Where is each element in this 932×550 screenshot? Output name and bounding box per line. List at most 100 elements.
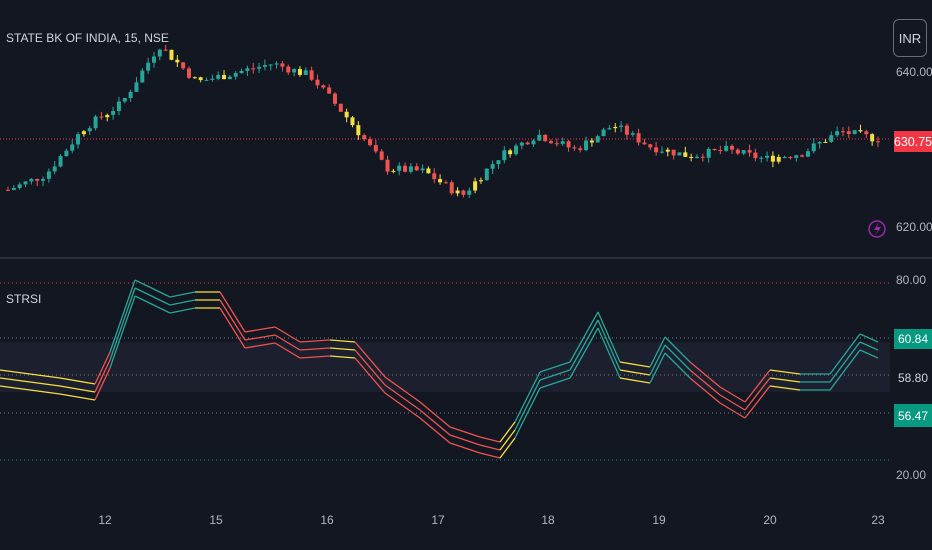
time-tick-16: 16 — [320, 513, 334, 527]
candle-body — [17, 184, 22, 189]
strsi-line-2 — [719, 394, 746, 411]
candle-body — [671, 149, 676, 156]
strsi-line-2 — [649, 344, 666, 376]
candle-body — [426, 168, 431, 174]
strsi-line-1 — [829, 333, 861, 375]
candle-body — [712, 148, 717, 151]
candle-body — [770, 155, 775, 162]
strsi-line-2 — [539, 369, 571, 381]
candle-body — [484, 168, 489, 181]
candle-body — [210, 78, 215, 80]
candle-body — [338, 103, 343, 112]
candle-body — [730, 145, 735, 150]
price-axis-bottom-label: 620.00 — [896, 220, 932, 234]
candle-body — [741, 150, 746, 154]
strsi-line-1 — [0, 369, 31, 375]
strsi-line-3 — [219, 307, 246, 349]
strsi-line-1 — [744, 369, 771, 403]
currency-button[interactable]: INR — [893, 19, 927, 57]
candle-body — [6, 189, 10, 191]
candle-body — [519, 142, 524, 146]
strsi-line-2 — [384, 384, 421, 411]
candle-body — [840, 131, 845, 133]
candle-body — [589, 140, 594, 143]
candle-body — [81, 131, 86, 135]
strsi-line-3 — [719, 402, 746, 419]
strsi-line-2 — [744, 377, 771, 411]
indicator-axis-bottom-label: 20.00 — [896, 468, 927, 482]
candle-body — [52, 166, 57, 172]
candle-body — [391, 170, 396, 172]
candle-body — [525, 142, 530, 145]
candle-body — [297, 69, 302, 75]
candle-body — [239, 70, 244, 74]
strsi-line-3 — [109, 295, 136, 369]
candle-body — [782, 157, 787, 159]
candle-body — [543, 134, 548, 142]
strsi-line-1 — [689, 361, 721, 388]
candle-body — [694, 156, 699, 158]
pane-separator — [0, 257, 932, 259]
strsi-line-2 — [0, 377, 31, 383]
candle-body — [578, 148, 583, 151]
strsi-line-3 — [539, 377, 571, 389]
strsi-line-1 — [299, 339, 331, 343]
strsi-line-2 — [59, 385, 96, 393]
candle-body — [601, 129, 606, 137]
candle-body — [350, 117, 355, 126]
candle-body — [549, 141, 554, 144]
strsi-line-2 — [299, 347, 331, 351]
candle-body — [443, 182, 448, 184]
strsi-line-1 — [514, 371, 541, 423]
candle-body — [800, 155, 805, 157]
candle-body — [332, 93, 337, 104]
strsi-line-2 — [329, 347, 356, 351]
candle-body — [216, 74, 221, 79]
strsi-line-1 — [244, 326, 276, 333]
strsi-line-2 — [499, 429, 516, 451]
candle-body — [700, 156, 705, 158]
candle-body — [817, 141, 822, 144]
time-tick-20: 20 — [763, 513, 777, 527]
strsi-line-3 — [829, 349, 861, 391]
candle-body — [379, 151, 384, 160]
strsi-line-1 — [664, 336, 691, 363]
strsi-line-3 — [499, 437, 516, 459]
candle-body — [864, 131, 869, 135]
lightning-icon — [868, 220, 886, 238]
candle-body — [613, 126, 618, 129]
candle-body — [659, 151, 664, 153]
strsi-line-2 — [769, 377, 801, 383]
strsi-line-3 — [649, 352, 666, 384]
candle-body — [677, 152, 682, 156]
candle-body — [292, 69, 297, 73]
strsi-line-2 — [354, 349, 386, 386]
candle-body — [467, 190, 472, 195]
time-tick-12: 12 — [98, 513, 112, 527]
candle-body — [876, 141, 880, 143]
strsi-line-3 — [94, 367, 111, 401]
candle-body — [788, 157, 793, 159]
candle-body — [204, 79, 209, 81]
candle-body — [566, 141, 571, 148]
strsi-line-3 — [59, 393, 96, 401]
candle-body — [116, 101, 121, 112]
candle-body — [747, 150, 752, 153]
indicator-axis-top-label: 80.00 — [896, 273, 927, 287]
candle-body — [181, 62, 186, 69]
candle-body — [163, 49, 168, 51]
candle-body — [356, 125, 361, 136]
candle-body — [35, 178, 40, 181]
lightning-icon-bolt — [874, 222, 881, 236]
indicator-value-badge-2: 58.80 — [894, 368, 932, 388]
candle-body — [630, 133, 635, 135]
strsi-line-3 — [569, 327, 599, 379]
candle-body — [473, 181, 478, 191]
strsi-line-1 — [719, 386, 746, 403]
candle-body — [344, 111, 349, 118]
candle-body — [64, 150, 69, 157]
strsi-line-2 — [134, 287, 171, 306]
candle-body — [151, 56, 156, 63]
strsi-line-1 — [134, 279, 171, 298]
